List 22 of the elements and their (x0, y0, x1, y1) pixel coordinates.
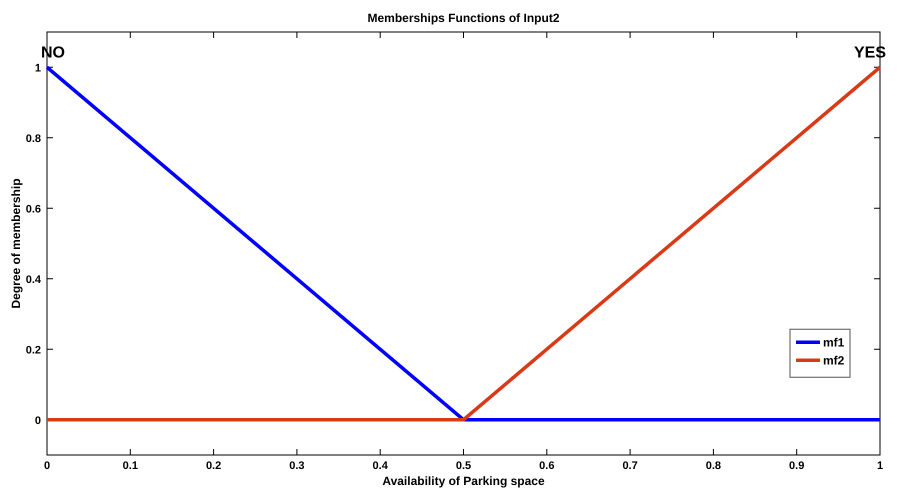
legend-label: mf2 (823, 353, 845, 368)
legend-label: mf1 (823, 335, 845, 350)
y-axis-title: Degree of membership (9, 178, 23, 309)
y-tick-label: 0.2 (26, 344, 41, 356)
x-tick-label: 0.5 (456, 460, 472, 472)
x-tick-label: 1 (876, 460, 884, 472)
chart-title: Memberships Functions of Input2 (367, 11, 560, 25)
x-tick-label: 0.2 (206, 460, 222, 472)
x-tick-label: 0.4 (372, 460, 389, 472)
x-axis-title: Availability of Parking space (382, 474, 545, 488)
x-tick-label: 0.9 (789, 460, 804, 472)
x-tick-label: 0.3 (289, 460, 305, 472)
y-tick-label: 0.8 (26, 132, 41, 145)
y-tick-label: 1 (34, 62, 41, 74)
x-tick-label: 0.8 (706, 460, 722, 472)
x-tick-label: 0.1 (122, 460, 138, 472)
x-tick-label: 0.6 (539, 460, 554, 472)
x-tick-label: 0.7 (622, 460, 638, 472)
y-tick-label: 0.6 (26, 203, 41, 216)
y-tick-label: 0.4 (26, 274, 42, 286)
y-tick-label: 0 (34, 414, 41, 427)
x-tick-label: 0 (44, 460, 50, 472)
